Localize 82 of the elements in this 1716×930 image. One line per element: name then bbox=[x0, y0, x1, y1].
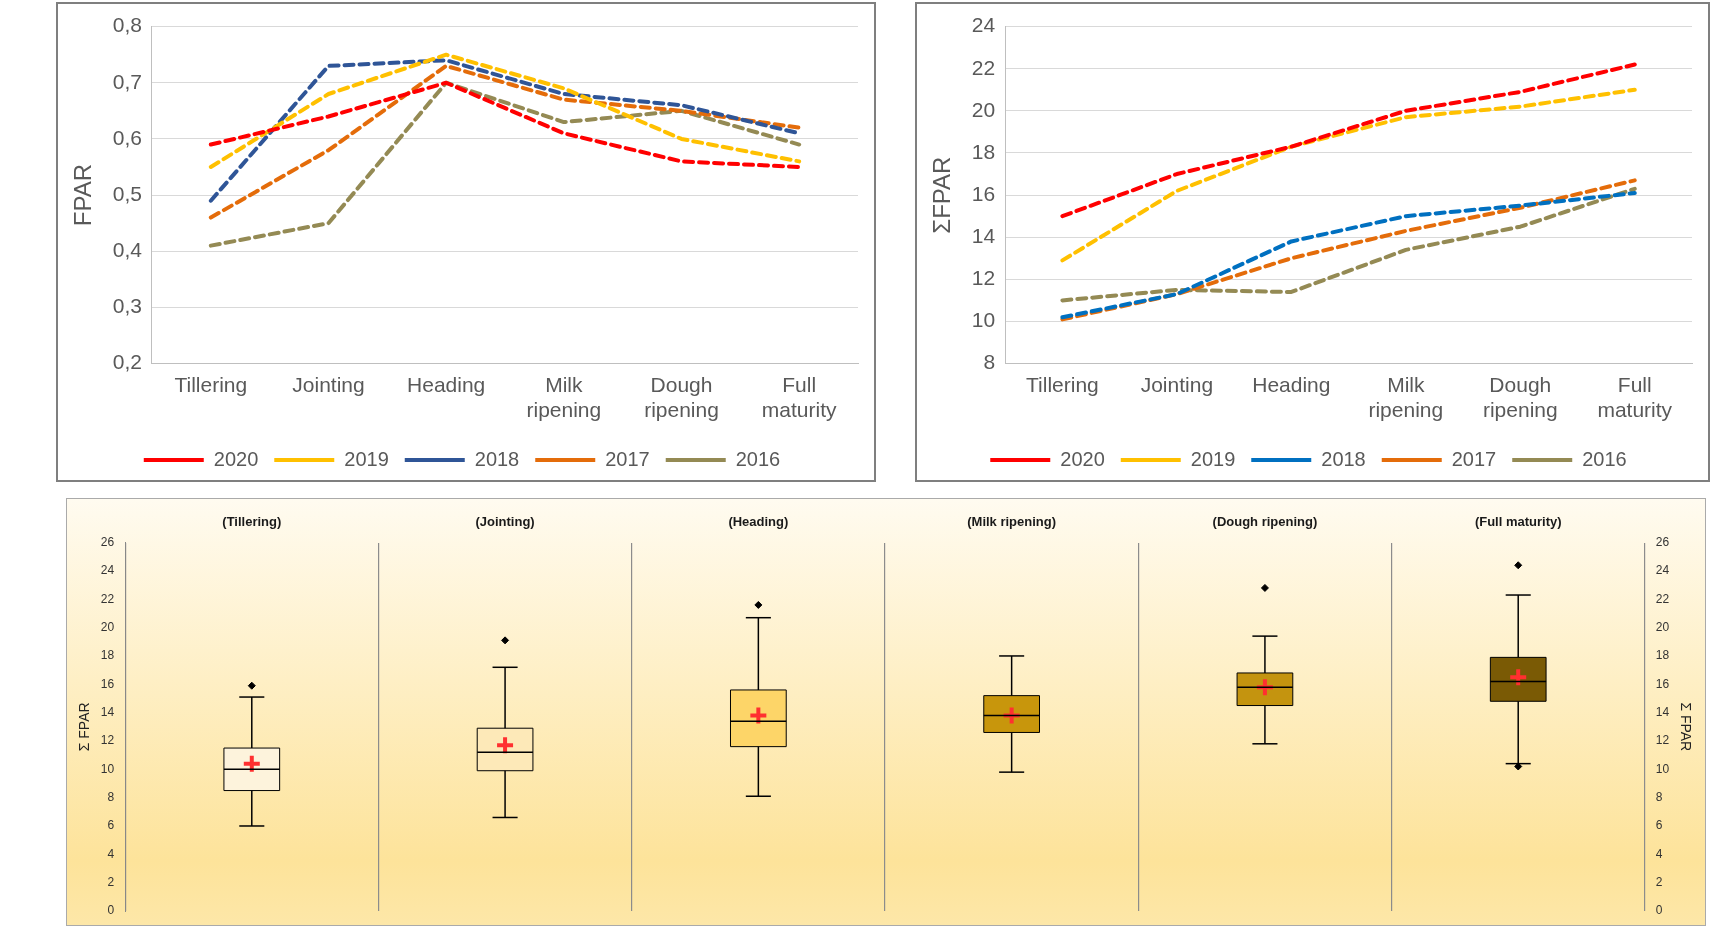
y2-tick-label: 4 bbox=[1655, 846, 1663, 861]
x-tick-label: Tillering bbox=[1026, 373, 1099, 396]
x-tick-label: Milk ripening bbox=[526, 373, 602, 422]
y2-tick-label: 8 bbox=[1655, 789, 1663, 804]
x-tick-label: Tillering bbox=[174, 373, 248, 396]
y2-tick-label: 0 bbox=[1655, 903, 1663, 918]
y-tick-label: 16 bbox=[100, 676, 115, 691]
y-tick-label: 16 bbox=[971, 181, 996, 205]
y-tick-label: 14 bbox=[971, 224, 996, 248]
y2-tick-label: 16 bbox=[1655, 676, 1670, 691]
y-tick-label: 8 bbox=[983, 350, 996, 374]
y-tick-label: 22 bbox=[100, 591, 115, 606]
y-tick-label: 10 bbox=[971, 308, 996, 332]
y-tick-label: 20 bbox=[100, 619, 115, 634]
y-tick-label: 0,2 bbox=[112, 350, 142, 374]
x-tick-label: Dough ripening bbox=[644, 373, 719, 422]
x-tick-label: (Dough ripening) bbox=[1212, 514, 1318, 530]
legend-label: 2020 bbox=[213, 447, 259, 470]
y2-tick-label: 12 bbox=[1655, 733, 1670, 748]
y-tick-label: 24 bbox=[971, 13, 996, 37]
line-series bbox=[1060, 186, 1637, 303]
y2-tick-label: 22 bbox=[1655, 591, 1670, 606]
legend-label: 2016 bbox=[1582, 447, 1627, 470]
y-tick-label: 0,8 bbox=[112, 13, 142, 37]
legend-label: 2019 bbox=[344, 447, 389, 470]
x-tick-label: Full maturity bbox=[761, 373, 837, 422]
y2-tick-label: 2 bbox=[1655, 874, 1663, 889]
y2-tick-label: 24 bbox=[1655, 563, 1670, 578]
y-tick-label: 22 bbox=[971, 55, 996, 79]
y-tick-label: 0,7 bbox=[112, 69, 142, 93]
y-tick-label: 12 bbox=[100, 733, 115, 748]
x-tick-label: (Milk ripening) bbox=[967, 514, 1057, 530]
y-axis-title: ΣFPAR bbox=[928, 156, 956, 234]
y2-tick-label: 14 bbox=[1655, 704, 1670, 719]
legend-label: 2018 bbox=[474, 447, 520, 470]
y-axis-title: FPAR bbox=[69, 163, 97, 227]
y-tick-label: 18 bbox=[971, 139, 996, 163]
y-tick-label: 24 bbox=[100, 563, 115, 578]
x-tick-label: Heading bbox=[407, 373, 486, 396]
y-tick-label: 4 bbox=[107, 846, 115, 861]
y-tick-label: 0,4 bbox=[112, 238, 143, 262]
y2-tick-label: 10 bbox=[1655, 761, 1670, 776]
legend-label: 2019 bbox=[1190, 447, 1236, 470]
y-tick-label: 10 bbox=[100, 761, 115, 776]
x-tick-label: Heading bbox=[1252, 373, 1331, 396]
y-tick-label: 12 bbox=[971, 266, 996, 290]
y2-tick-label: 20 bbox=[1655, 619, 1670, 634]
x-tick-label: (Jointing) bbox=[475, 514, 535, 530]
y2-tick-label: 18 bbox=[1655, 648, 1670, 663]
y2-tick-label: 26 bbox=[1655, 534, 1670, 549]
legend-label: 2018 bbox=[1321, 447, 1366, 470]
y-tick-label: 0,3 bbox=[112, 294, 142, 318]
y-tick-label: 2 bbox=[107, 874, 115, 889]
y2-axis-title: Σ FPAR bbox=[1677, 702, 1694, 752]
line-series bbox=[1060, 62, 1637, 219]
legend-label: 2017 bbox=[605, 447, 650, 470]
y-tick-label: 0,5 bbox=[112, 181, 142, 205]
y-tick-label: 18 bbox=[100, 648, 115, 663]
y-tick-label: 0 bbox=[107, 903, 115, 918]
x-tick-label: (Heading) bbox=[728, 514, 789, 530]
legend-label: 2016 bbox=[735, 447, 781, 470]
x-tick-label: Jointing bbox=[1140, 373, 1214, 396]
legend-label: 2020 bbox=[1060, 447, 1105, 470]
y-tick-label: 8 bbox=[107, 789, 115, 804]
legend-label: 2017 bbox=[1451, 447, 1497, 470]
line-series bbox=[1060, 87, 1637, 263]
line-series bbox=[208, 80, 802, 170]
y-tick-label: 20 bbox=[971, 97, 996, 121]
x-tick-label: Full maturity bbox=[1597, 373, 1673, 422]
y-tick-label: 14 bbox=[100, 704, 115, 719]
y2-tick-label: 6 bbox=[1655, 818, 1663, 833]
y-tick-label: 26 bbox=[100, 534, 115, 549]
x-tick-label: Dough ripening bbox=[1482, 373, 1558, 422]
x-tick-label: (Full maturity) bbox=[1474, 514, 1562, 530]
x-tick-label: Milk ripening bbox=[1368, 373, 1444, 422]
line-series bbox=[208, 52, 802, 170]
line-series bbox=[208, 80, 802, 248]
y-tick-label: 0,6 bbox=[112, 125, 142, 149]
y-tick-label: 6 bbox=[107, 818, 115, 833]
y-axis-title: Σ FPAR bbox=[76, 702, 93, 752]
x-tick-label: (Tillering) bbox=[222, 514, 282, 530]
x-tick-label: Jointing bbox=[292, 373, 365, 396]
